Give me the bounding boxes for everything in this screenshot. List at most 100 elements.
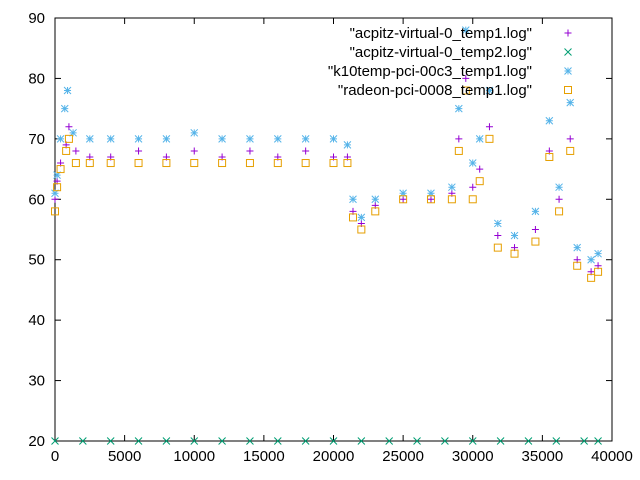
data-point bbox=[566, 135, 574, 143]
x-tick-label: 15000 bbox=[243, 448, 285, 465]
data-point bbox=[468, 437, 477, 445]
data-point bbox=[510, 231, 519, 240]
data-point bbox=[78, 437, 87, 445]
x-tick-label: 40000 bbox=[591, 448, 633, 465]
data-point bbox=[594, 267, 603, 276]
data-point bbox=[475, 135, 484, 143]
x-tick-label: 0 bbox=[51, 448, 59, 465]
data-point bbox=[301, 159, 310, 168]
data-point bbox=[134, 135, 143, 143]
data-point bbox=[399, 195, 408, 204]
data-point bbox=[555, 183, 563, 192]
data-point bbox=[552, 437, 561, 445]
data-point bbox=[413, 437, 421, 445]
data-point bbox=[190, 147, 198, 155]
data-point bbox=[51, 195, 59, 203]
data-point bbox=[218, 135, 226, 143]
data-point bbox=[566, 98, 575, 107]
legend-label-1: "acpitz-virtual-0_temp1.log" bbox=[350, 25, 532, 42]
ticks-group: 0 5000 10000 15000 20000 25000 30000 35000 40000… bbox=[28, 10, 633, 465]
data-point bbox=[493, 219, 502, 228]
data-point bbox=[348, 213, 357, 222]
data-point bbox=[134, 437, 143, 445]
data-point bbox=[573, 261, 582, 270]
data-point bbox=[51, 189, 59, 198]
data-point bbox=[426, 195, 435, 204]
data-point bbox=[65, 123, 73, 131]
data-point bbox=[135, 147, 143, 155]
data-point bbox=[273, 135, 282, 143]
data-point bbox=[485, 86, 494, 95]
data-point bbox=[455, 135, 463, 143]
data-point bbox=[454, 104, 463, 113]
legend-label-2: "acpitz-virtual-0_temp2.log" bbox=[350, 44, 532, 61]
data-point bbox=[510, 249, 519, 258]
data-point bbox=[531, 207, 540, 216]
data-point bbox=[587, 273, 596, 282]
data-point bbox=[468, 195, 477, 204]
legend-marker-1 bbox=[564, 29, 572, 37]
data-point bbox=[85, 159, 94, 168]
y-tick-label: 30 bbox=[28, 373, 45, 390]
x-tick-label: 35000 bbox=[522, 448, 564, 465]
data-point bbox=[447, 195, 456, 204]
data-point bbox=[51, 207, 59, 216]
data-point bbox=[566, 146, 575, 155]
data-point bbox=[106, 437, 115, 445]
series-group bbox=[51, 26, 603, 445]
data-point bbox=[385, 437, 394, 445]
data-point bbox=[357, 225, 366, 234]
y-tick-label: 70 bbox=[28, 131, 45, 148]
data-point bbox=[329, 437, 338, 445]
data-point bbox=[461, 86, 470, 95]
data-point bbox=[302, 147, 310, 155]
data-point bbox=[106, 159, 115, 168]
data-point bbox=[555, 207, 564, 216]
data-point bbox=[485, 123, 493, 131]
data-point bbox=[441, 437, 449, 445]
data-point bbox=[218, 159, 227, 168]
data-point bbox=[545, 116, 554, 125]
legend-marker-2 bbox=[564, 48, 572, 56]
data-point bbox=[218, 437, 226, 445]
data-point bbox=[475, 177, 484, 186]
data-point bbox=[62, 146, 71, 155]
data-point bbox=[531, 226, 539, 233]
data-point bbox=[71, 159, 80, 168]
data-point bbox=[494, 232, 502, 240]
data-point bbox=[427, 189, 435, 198]
y-tick-label: 60 bbox=[28, 191, 45, 208]
data-point bbox=[301, 135, 310, 143]
series-4 bbox=[51, 86, 603, 282]
data-point bbox=[53, 171, 61, 179]
data-point bbox=[64, 134, 73, 143]
data-point bbox=[56, 135, 65, 143]
data-point bbox=[399, 195, 407, 203]
data-point bbox=[371, 207, 380, 216]
x-tick-label: 30000 bbox=[452, 448, 494, 465]
data-point bbox=[357, 213, 366, 222]
data-point bbox=[51, 437, 59, 445]
legend-marker-4 bbox=[564, 86, 572, 94]
data-point bbox=[399, 189, 407, 198]
data-point bbox=[427, 195, 435, 203]
data-point bbox=[485, 134, 494, 143]
y-tick-label: 80 bbox=[28, 70, 45, 87]
legend-group: "acpitz-virtual-0_temp1.log" "acpitz-virt… bbox=[328, 25, 572, 99]
data-point bbox=[594, 249, 602, 258]
data-point bbox=[162, 135, 171, 143]
data-point bbox=[246, 135, 254, 143]
data-point bbox=[545, 152, 554, 161]
y-tick-label: 50 bbox=[28, 252, 45, 269]
data-point bbox=[496, 437, 505, 445]
data-point bbox=[162, 159, 171, 168]
data-point bbox=[190, 159, 199, 168]
data-point bbox=[56, 165, 65, 174]
data-point bbox=[343, 141, 352, 149]
x-tick-label: 25000 bbox=[382, 448, 424, 465]
data-point bbox=[573, 243, 582, 252]
series-3 bbox=[51, 26, 602, 264]
data-point bbox=[69, 128, 77, 137]
data-point bbox=[190, 437, 199, 445]
